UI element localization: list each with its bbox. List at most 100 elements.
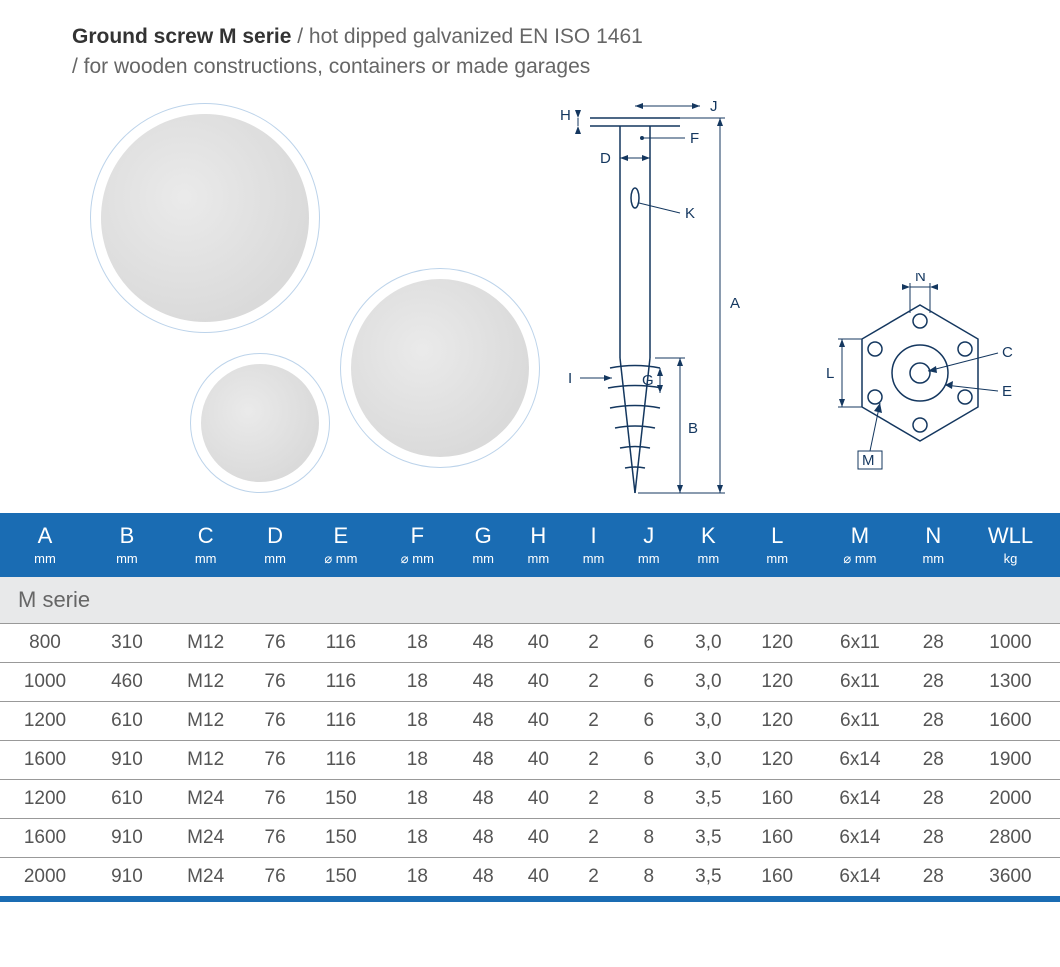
table-cell: 6x14 — [814, 818, 906, 857]
table-cell: 160 — [740, 857, 814, 899]
svg-text:D: D — [600, 150, 611, 167]
svg-text:F: F — [690, 130, 699, 147]
table-cell: 18 — [379, 740, 455, 779]
column-header: M⌀ mm — [814, 513, 906, 577]
table-cell: 1000 — [961, 623, 1060, 662]
table-cell: 3,5 — [676, 857, 740, 899]
table-cell: M12 — [164, 623, 248, 662]
page-header: Ground screw M serie / hot dipped galvan… — [0, 0, 1060, 83]
table-cell: 120 — [740, 701, 814, 740]
table-row: 1200610M1276116184840263,01206x11281600 — [0, 701, 1060, 740]
table-cell: 6x11 — [814, 623, 906, 662]
table-cell: 18 — [379, 701, 455, 740]
side-diagram: J H F D K A B G — [560, 98, 760, 498]
table-cell: 48 — [456, 662, 511, 701]
table-cell: 910 — [90, 857, 164, 899]
product-photo-head — [190, 353, 330, 493]
svg-text:L: L — [826, 365, 834, 382]
top-diagram: N L C E M — [820, 273, 1020, 473]
table-cell: 1000 — [0, 662, 90, 701]
table-cell: 2 — [566, 701, 621, 740]
table-cell: 460 — [90, 662, 164, 701]
table-cell: 6 — [621, 740, 676, 779]
table-cell: 2 — [566, 818, 621, 857]
table-cell: 40 — [511, 818, 566, 857]
table-cell: 76 — [247, 701, 302, 740]
table-cell: 18 — [379, 818, 455, 857]
table-cell: 6 — [621, 701, 676, 740]
svg-text:G: G — [642, 372, 654, 389]
table-cell: 76 — [247, 779, 302, 818]
table-cell: 6 — [621, 662, 676, 701]
table-cell: 2 — [566, 779, 621, 818]
svg-text:B: B — [688, 420, 698, 437]
table-cell: 76 — [247, 662, 302, 701]
table-cell: 310 — [90, 623, 164, 662]
table-cell: 76 — [247, 857, 302, 899]
table-cell: 3,0 — [676, 740, 740, 779]
table-cell: 28 — [906, 818, 961, 857]
column-header: WLLkg — [961, 513, 1060, 577]
table-cell: 116 — [303, 740, 379, 779]
svg-text:I: I — [568, 370, 572, 387]
svg-text:M: M — [862, 452, 875, 469]
table-cell: 18 — [379, 857, 455, 899]
svg-text:N: N — [915, 273, 926, 285]
column-header: Cmm — [164, 513, 248, 577]
table-cell: 610 — [90, 779, 164, 818]
svg-text:K: K — [685, 205, 695, 222]
table-cell: 2000 — [0, 857, 90, 899]
table-cell: 1600 — [0, 818, 90, 857]
table-cell: 28 — [906, 740, 961, 779]
table-cell: 3,0 — [676, 662, 740, 701]
table-cell: 6 — [621, 623, 676, 662]
table-row: 1200610M2476150184840283,51606x14282000 — [0, 779, 1060, 818]
title-bold: Ground screw M serie — [72, 25, 291, 48]
table-cell: 8 — [621, 818, 676, 857]
subtitle: / for wooden constructions, containers o… — [72, 52, 1060, 82]
table-cell: M24 — [164, 779, 248, 818]
table-cell: 3,5 — [676, 779, 740, 818]
table-cell: 48 — [456, 779, 511, 818]
svg-text:H: H — [560, 107, 571, 124]
table-cell: 150 — [303, 779, 379, 818]
column-header: Bmm — [90, 513, 164, 577]
spec-table: AmmBmmCmmDmmE⌀ mmF⌀ mmGmmHmmImmJmmKmmLmm… — [0, 513, 1060, 902]
table-cell: 116 — [303, 701, 379, 740]
table-cell: 910 — [90, 740, 164, 779]
column-header: Kmm — [676, 513, 740, 577]
product-photo-full — [90, 103, 320, 333]
table-cell: 150 — [303, 818, 379, 857]
table-cell: M24 — [164, 818, 248, 857]
table-cell: 2 — [566, 623, 621, 662]
table-cell: 40 — [511, 740, 566, 779]
table-cell: 76 — [247, 740, 302, 779]
svg-text:J: J — [710, 98, 718, 115]
table-cell: 160 — [740, 818, 814, 857]
table-cell: 800 — [0, 623, 90, 662]
table-cell: 28 — [906, 857, 961, 899]
svg-text:A: A — [730, 295, 740, 312]
table-cell: 1200 — [0, 779, 90, 818]
column-header: Dmm — [247, 513, 302, 577]
product-photo-tip — [340, 268, 540, 468]
table-cell: 116 — [303, 623, 379, 662]
table-cell: 8 — [621, 857, 676, 899]
table-cell: 2 — [566, 740, 621, 779]
table-cell: 8 — [621, 779, 676, 818]
table-cell: 1300 — [961, 662, 1060, 701]
table-cell: 48 — [456, 857, 511, 899]
table-cell: 28 — [906, 662, 961, 701]
table-cell: 48 — [456, 701, 511, 740]
table-cell: 3,0 — [676, 623, 740, 662]
table-cell: 1600 — [0, 740, 90, 779]
table-row: 1600910M1276116184840263,01206x14281900 — [0, 740, 1060, 779]
table-cell: 6x11 — [814, 701, 906, 740]
table-cell: 6x14 — [814, 740, 906, 779]
column-header: E⌀ mm — [303, 513, 379, 577]
table-cell: 1600 — [961, 701, 1060, 740]
column-header: Hmm — [511, 513, 566, 577]
table-row: 2000910M2476150184840283,51606x14283600 — [0, 857, 1060, 899]
table-cell: 1900 — [961, 740, 1060, 779]
table-cell: 6x14 — [814, 779, 906, 818]
